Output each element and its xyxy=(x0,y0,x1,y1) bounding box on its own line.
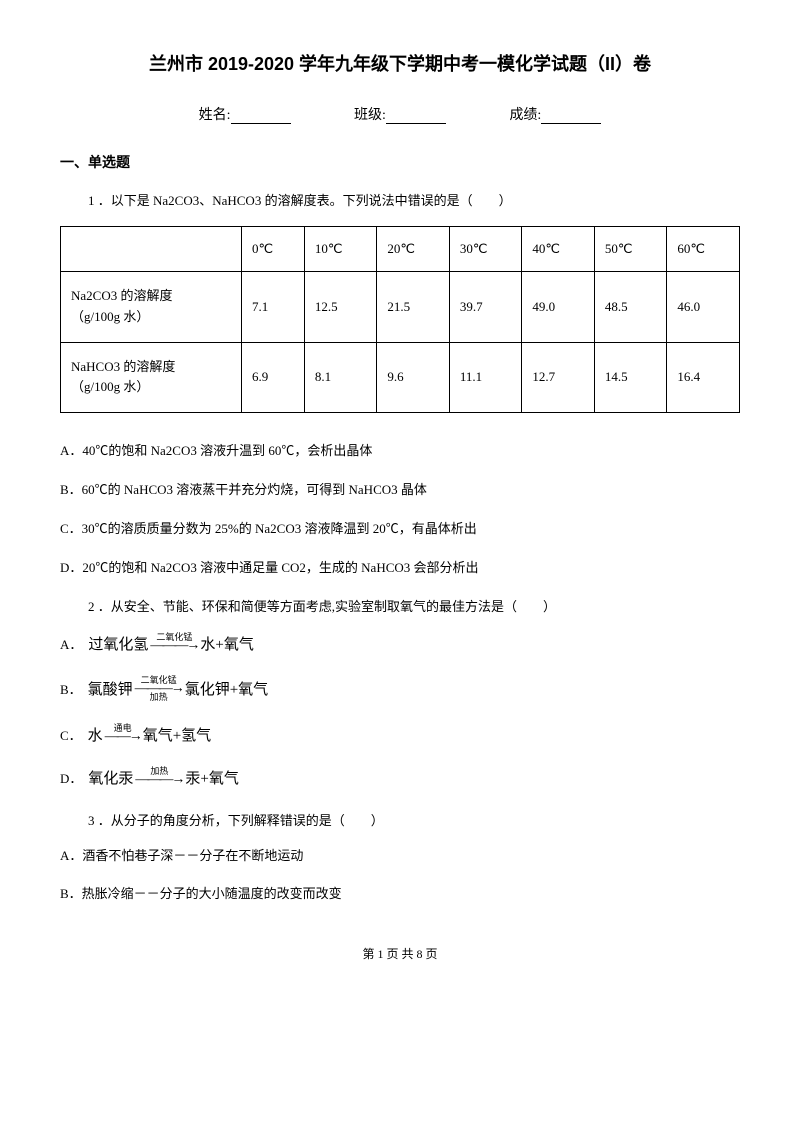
table-row: NaHCO3 的溶解度 （g/100g 水） 6.9 8.1 9.6 11.1 1… xyxy=(61,342,740,413)
q1-option-d: D．20℃的饱和 Na2CO3 溶液中通足量 CO2，生成的 NaHCO3 会部… xyxy=(60,558,740,579)
table-cell: NaHCO3 的溶解度 （g/100g 水） xyxy=(61,342,242,413)
reactant: 氧化汞 xyxy=(88,767,133,788)
page-footer: 第 1 页 共 8 页 xyxy=(60,945,740,962)
reactant: 过氧化氢 xyxy=(88,633,148,654)
table-cell: 40℃ xyxy=(522,227,595,272)
option-letter: A． xyxy=(60,634,82,653)
arrow-icon: 加热 ———→ xyxy=(135,767,183,787)
equation: 过氧化氢 二氧化锰 ———→ 水+氧气 xyxy=(88,633,253,654)
option-letter: D． xyxy=(60,768,82,787)
table-cell: 7.1 xyxy=(242,272,305,343)
table-cell: 49.0 xyxy=(522,272,595,343)
equation: 氧化汞 加热 ———→ 汞+氧气 xyxy=(88,767,238,788)
table-cell: 50℃ xyxy=(594,227,667,272)
product: 汞+氧气 xyxy=(185,767,238,788)
q1-option-c: C．30℃的溶质质量分数为 25%的 Na2CO3 溶液降温到 20℃，有晶体析… xyxy=(60,519,740,540)
q2-option-c: C． 水 通电 ——→ 氧气+氢气 xyxy=(60,724,740,745)
class-label: 班级: xyxy=(354,104,386,124)
reactant: 氯酸钾 xyxy=(88,678,133,699)
q2-option-b: B． 氯酸钾 二氧化锰 ———→ 加热 氯化钾+氧气 xyxy=(60,676,740,702)
arrow-icon: 二氧化锰 ———→ xyxy=(150,633,198,653)
row-label-line1: Na2CO3 的溶解度 xyxy=(71,288,172,303)
q1-option-a: A．40℃的饱和 Na2CO3 溶液升温到 60℃，会析出晶体 xyxy=(60,441,740,462)
table-cell: 12.5 xyxy=(304,272,377,343)
option-letter: C． xyxy=(60,725,82,744)
arrow-line: ———→ xyxy=(150,639,198,653)
table-cell: 48.5 xyxy=(594,272,667,343)
table-row: Na2CO3 的溶解度 （g/100g 水） 7.1 12.5 21.5 39.7… xyxy=(61,272,740,343)
arrow-icon: 二氧化锰 ———→ 加热 xyxy=(135,676,183,702)
equation: 水 通电 ——→ 氧气+氢气 xyxy=(88,724,211,745)
row-label-line2: （g/100g 水） xyxy=(71,379,149,394)
table-cell: 11.1 xyxy=(449,342,522,413)
option-letter: B． xyxy=(60,679,82,698)
table-cell: 39.7 xyxy=(449,272,522,343)
table-cell: 60℃ xyxy=(667,227,740,272)
q3-option-a: A．酒香不怕巷子深－－分子在不断地运动 xyxy=(60,846,740,867)
arrow-line: ———→ xyxy=(135,773,183,787)
table-cell: 20℃ xyxy=(377,227,450,272)
table-cell: 0℃ xyxy=(242,227,305,272)
q2-option-a: A． 过氧化氢 二氧化锰 ———→ 水+氧气 xyxy=(60,633,740,654)
table-cell: 8.1 xyxy=(304,342,377,413)
table-header-row: 0℃ 10℃ 20℃ 30℃ 40℃ 50℃ 60℃ xyxy=(61,227,740,272)
product: 氯化钾+氧气 xyxy=(185,678,268,699)
table-cell: 6.9 xyxy=(242,342,305,413)
reactant: 水 xyxy=(88,724,103,745)
table-cell: Na2CO3 的溶解度 （g/100g 水） xyxy=(61,272,242,343)
row-label-line1: NaHCO3 的溶解度 xyxy=(71,359,175,374)
table-cell: 9.6 xyxy=(377,342,450,413)
q1-option-b: B．60℃的 NaHCO3 溶液蒸干并充分灼烧，可得到 NaHCO3 晶体 xyxy=(60,480,740,501)
arrow-line: ——→ xyxy=(105,730,141,744)
equation: 氯酸钾 二氧化锰 ———→ 加热 氯化钾+氧气 xyxy=(88,676,268,702)
arrow-icon: 通电 ——→ xyxy=(105,724,141,744)
name-label: 姓名: xyxy=(199,104,231,124)
section-1-heading: 一、单选题 xyxy=(60,152,740,172)
question-3-text: 3 ．从分子的角度分析，下列解释错误的是（ ） xyxy=(88,810,740,832)
class-blank[interactable] xyxy=(386,109,446,124)
question-2-text: 2 ．从安全、节能、环保和简便等方面考虑,实验室制取氧气的最佳方法是（ ） xyxy=(88,596,740,618)
table-cell: 46.0 xyxy=(667,272,740,343)
q2-option-d: D． 氧化汞 加热 ———→ 汞+氧气 xyxy=(60,767,740,788)
arrow-condition-bottom: 加热 xyxy=(150,693,168,702)
table-cell: 30℃ xyxy=(449,227,522,272)
page-title: 兰州市 2019-2020 学年九年级下学期中考一模化学试题（II）卷 xyxy=(60,50,740,76)
score-label: 成绩: xyxy=(509,104,541,124)
question-1-text: 1 ．以下是 Na2CO3、NaHCO3 的溶解度表。下列说法中错误的是（ ） xyxy=(88,190,740,212)
name-blank[interactable] xyxy=(231,109,291,124)
score-blank[interactable] xyxy=(541,109,601,124)
student-info-line: 姓名: 班级: 成绩: xyxy=(60,104,740,124)
table-cell: 16.4 xyxy=(667,342,740,413)
exam-page: 兰州市 2019-2020 学年九年级下学期中考一模化学试题（II）卷 姓名: … xyxy=(0,0,800,992)
table-cell xyxy=(61,227,242,272)
table-cell: 12.7 xyxy=(522,342,595,413)
table-cell: 10℃ xyxy=(304,227,377,272)
table-cell: 14.5 xyxy=(594,342,667,413)
solubility-table: 0℃ 10℃ 20℃ 30℃ 40℃ 50℃ 60℃ Na2CO3 的溶解度 （g… xyxy=(60,226,740,413)
table-cell: 21.5 xyxy=(377,272,450,343)
product: 氧气+氢气 xyxy=(143,724,211,745)
q3-option-b: B．热胀冷缩－－分子的大小随温度的改变而改变 xyxy=(60,884,740,905)
product: 水+氧气 xyxy=(200,633,253,654)
row-label-line2: （g/100g 水） xyxy=(71,309,149,324)
